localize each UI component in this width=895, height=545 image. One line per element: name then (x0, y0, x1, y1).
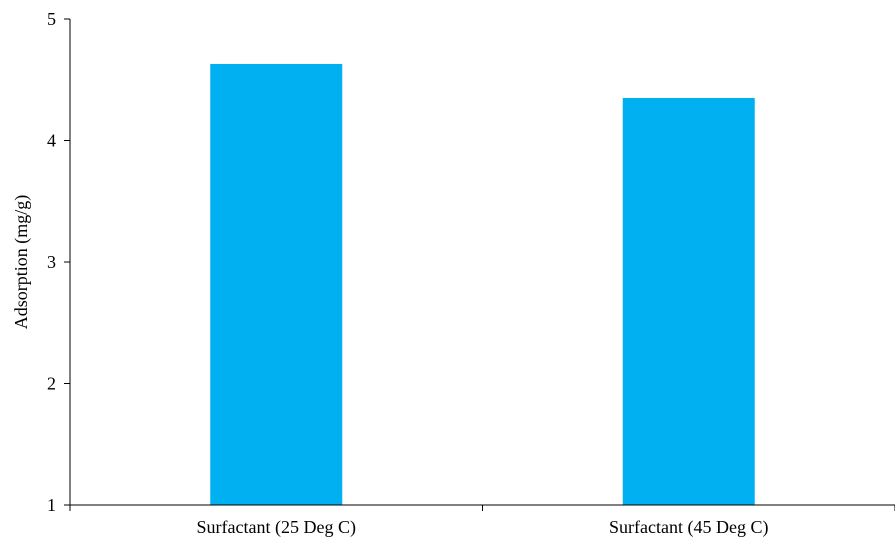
y-axis-label: Adsorption (mg/g) (11, 195, 32, 330)
x-ticks: Surfactant (25 Deg C) Surfactant (45 Deg … (69, 505, 895, 538)
y-ticks: 1 2 3 4 5 (47, 9, 70, 515)
y-tick-label-4: 4 (47, 131, 56, 151)
y-tick-label-1: 1 (47, 495, 56, 515)
x-tick-label-2: Surfactant (45 Deg C) (609, 517, 768, 538)
bar-2 (622, 97, 755, 505)
y-tick-label-2: 2 (47, 374, 56, 394)
bar-1 (210, 63, 343, 505)
x-tick-label-1: Surfactant (25 Deg C) (197, 517, 356, 538)
axes-layer (69, 19, 895, 506)
y-tick-label-5: 5 (47, 9, 56, 29)
y-tick-label-3: 3 (47, 252, 56, 272)
bars-layer (210, 63, 755, 505)
